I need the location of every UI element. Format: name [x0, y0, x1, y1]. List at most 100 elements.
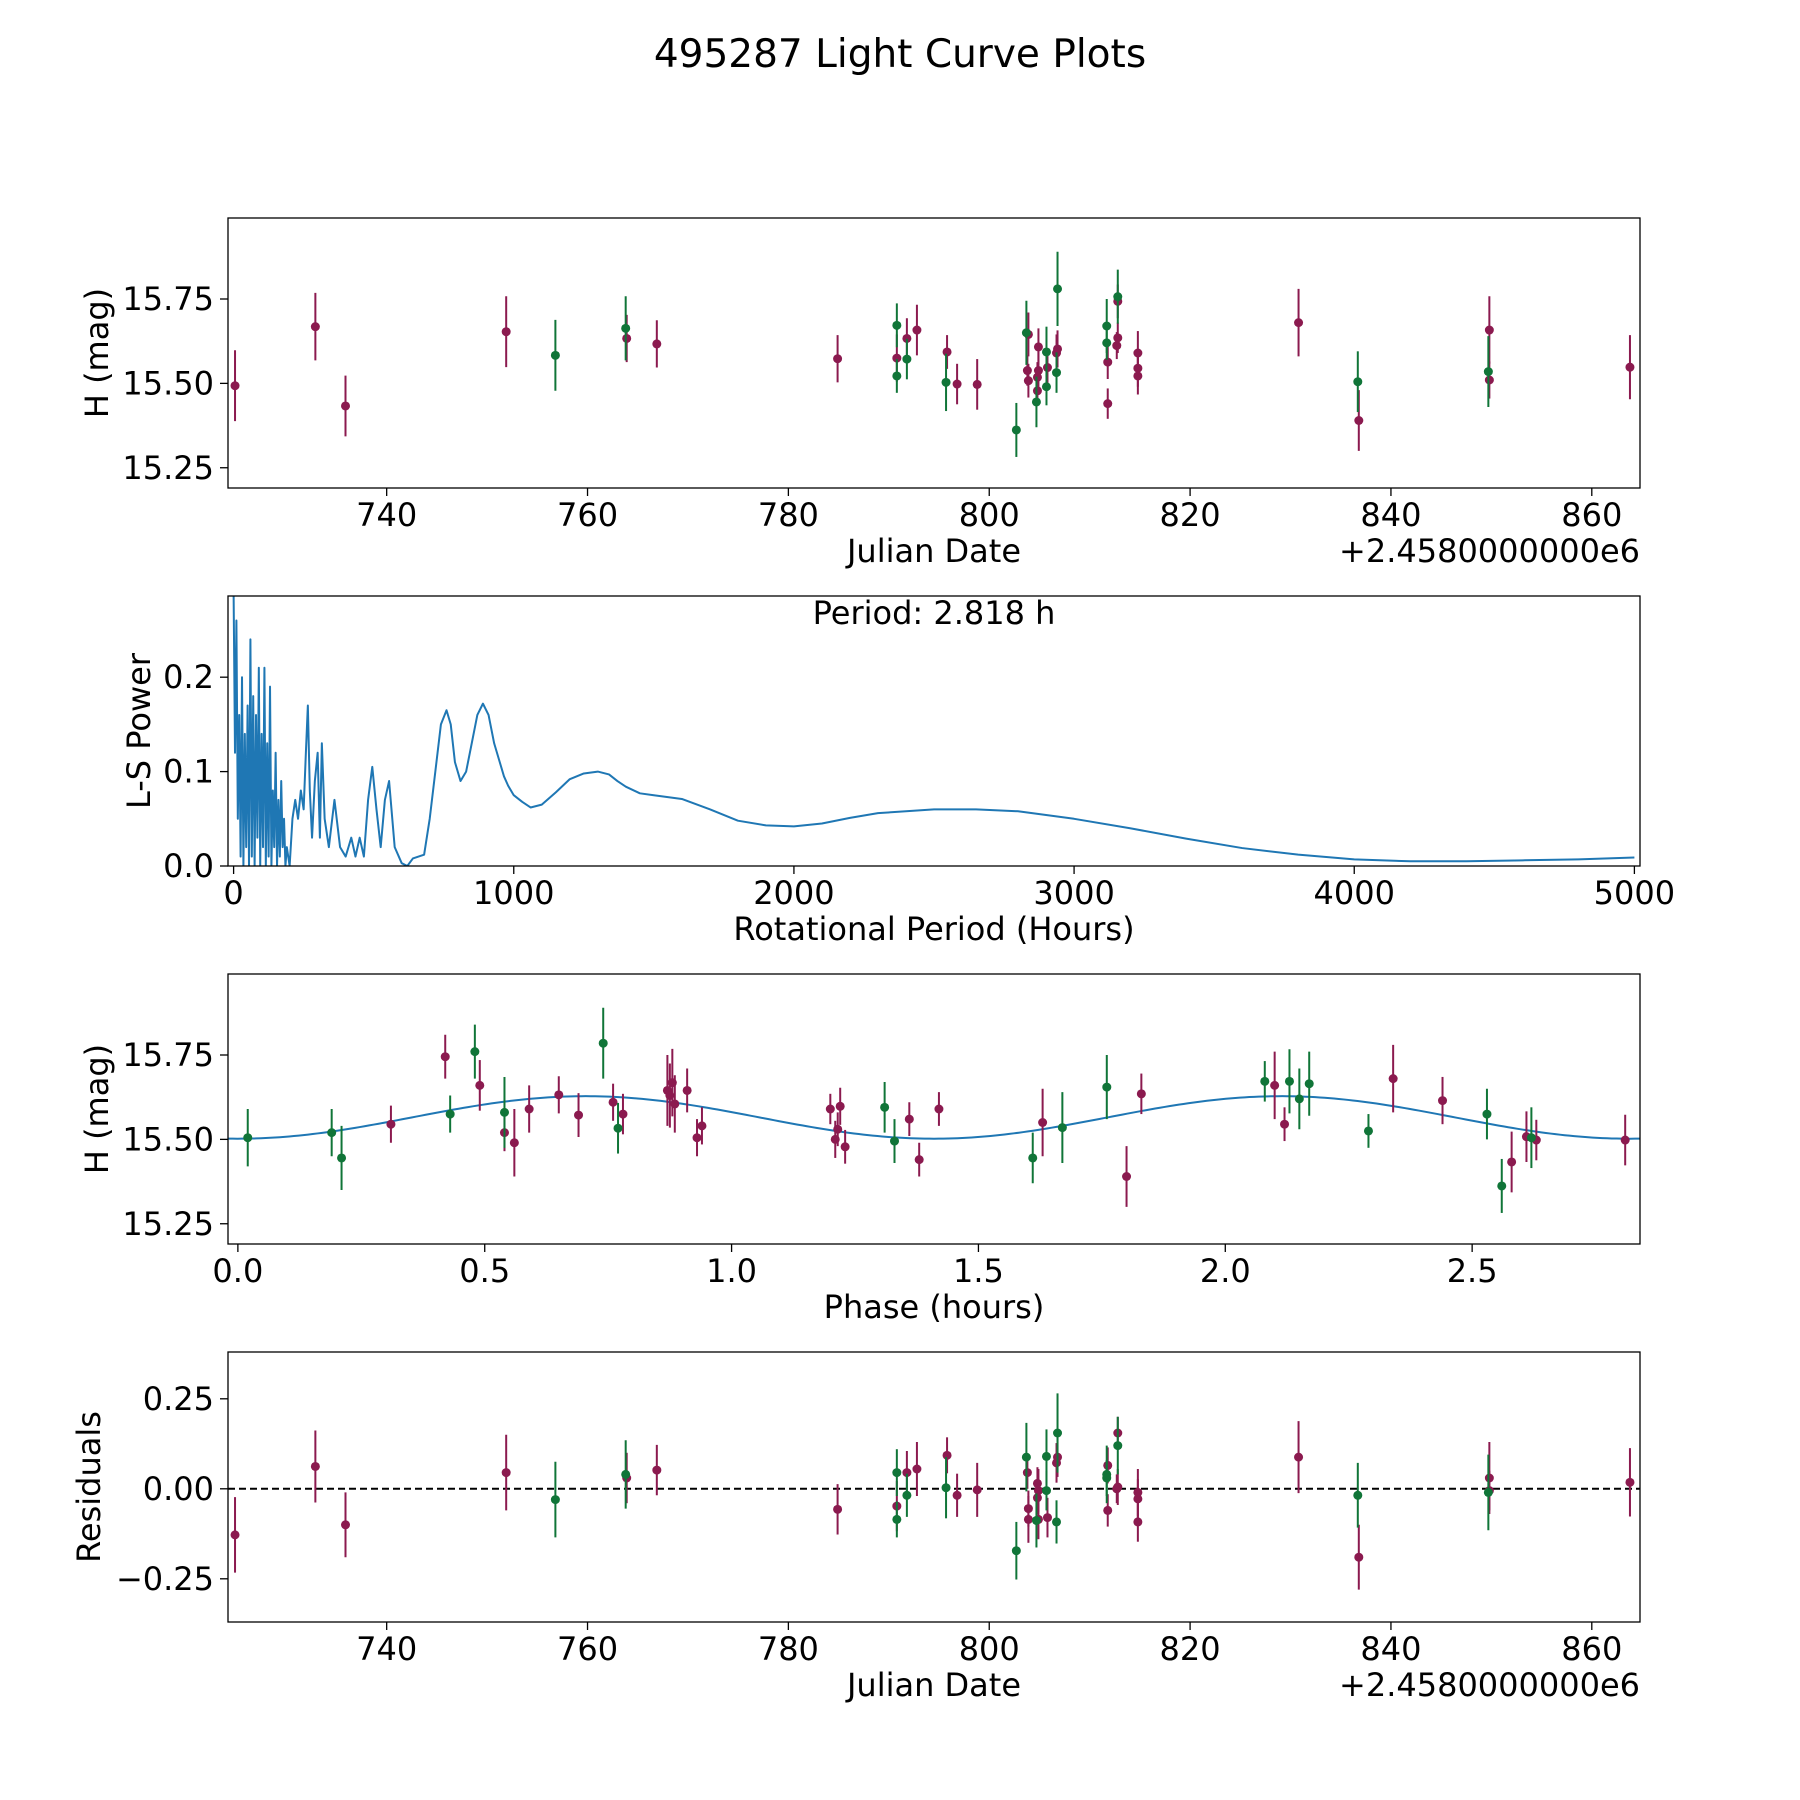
data-point [440, 1052, 450, 1062]
data-point [1133, 348, 1143, 358]
x-tick-label: 740 [356, 496, 417, 534]
data-point [1033, 342, 1043, 352]
plot-area [232, 596, 1635, 866]
data-point [337, 1153, 347, 1163]
data-point [912, 325, 922, 335]
data-point [941, 1483, 951, 1493]
y-tick-label: 15.50 [122, 1120, 214, 1158]
lightcurve-panel: 740 760 780 800 820 840 860 15.25 15.50 15.75 Juli… [78, 217, 1641, 570]
data-point [340, 1520, 350, 1530]
plot-area [230, 251, 1635, 457]
x-tick-label: 3000 [1033, 874, 1114, 912]
data-point [1354, 416, 1364, 425]
data-point [1438, 1096, 1448, 1106]
data-point [1102, 1469, 1112, 1479]
data-point [1133, 1517, 1143, 1527]
data-point [1483, 1487, 1493, 1497]
data-point [1103, 357, 1113, 367]
data-point [972, 379, 982, 389]
axes-frame [227, 973, 1641, 1245]
x-tick-label: 780 [758, 1630, 819, 1668]
x-offset-label: +2.4580000000e6 [1339, 532, 1640, 570]
axes-frame [227, 217, 1641, 489]
axes-frame [227, 1351, 1641, 1623]
data-point [942, 347, 952, 357]
data-point [608, 1097, 618, 1107]
data-point [501, 327, 511, 337]
model-curve [228, 1095, 1640, 1140]
data-point [1041, 382, 1051, 392]
data-point [1354, 1552, 1364, 1562]
data-point [825, 1104, 835, 1114]
data-point [1033, 366, 1043, 376]
data-point [941, 377, 951, 387]
data-point [880, 1102, 890, 1112]
data-point [621, 1469, 631, 1479]
data-point [618, 1109, 628, 1119]
data-point [952, 1490, 962, 1500]
axes-frame [227, 595, 1641, 867]
phase-panel: 0.0 0.5 1.0 1.5 2.0 2.5 15.25 15.50 15.75 Phase (… [78, 973, 1641, 1326]
data-point [1052, 368, 1062, 378]
data-point [972, 1485, 982, 1495]
data-point [697, 1121, 707, 1131]
data-point [1038, 1118, 1048, 1127]
data-point [1270, 1080, 1280, 1090]
data-point [1057, 1123, 1067, 1133]
x-axis-label: Phase (hours) [824, 1288, 1045, 1326]
data-point [1023, 376, 1033, 386]
data-point [554, 1090, 564, 1100]
data-point [1122, 1172, 1132, 1181]
data-point [1113, 1482, 1123, 1492]
data-point [914, 1155, 924, 1165]
data-point [340, 401, 350, 411]
data-point [833, 1124, 843, 1134]
data-point [445, 1109, 455, 1119]
x-tick-label: 2.0 [1200, 1252, 1251, 1290]
data-point [1507, 1157, 1517, 1167]
data-point [1021, 328, 1031, 338]
y-tick-label: −0.25 [116, 1560, 214, 1598]
x-offset-label: +2.4580000000e6 [1339, 1666, 1640, 1704]
y-axis-label: Residuals [70, 1411, 108, 1563]
data-point [835, 1101, 845, 1111]
x-axis-label: Julian Date [845, 532, 1021, 570]
plot-area [228, 1007, 1640, 1213]
data-point [1022, 1468, 1032, 1478]
x-tick-label: 820 [1160, 496, 1221, 534]
data-point [652, 1465, 662, 1475]
data-point [524, 1104, 534, 1114]
data-point [1042, 1513, 1052, 1523]
x-tick-label: 780 [758, 496, 819, 534]
data-point [1053, 1428, 1063, 1438]
data-point [386, 1119, 396, 1129]
data-point [310, 322, 320, 332]
data-point [550, 1495, 560, 1505]
data-point [1011, 425, 1021, 435]
data-point [1041, 1451, 1051, 1461]
data-point [230, 1530, 240, 1540]
data-point [1103, 1460, 1113, 1470]
data-point [598, 1038, 608, 1048]
data-point [621, 323, 631, 333]
y-tick-label: 15.25 [122, 449, 214, 487]
x-tick-label: 800 [959, 1630, 1020, 1668]
y-axis-label: H (mag) [78, 288, 116, 418]
data-point [1388, 1074, 1398, 1084]
data-point [892, 320, 902, 330]
data-point [942, 1450, 952, 1460]
data-point [1363, 1126, 1373, 1136]
data-point [1053, 284, 1063, 294]
data-point [652, 339, 662, 349]
x-tick-label: 840 [1360, 496, 1421, 534]
y-tick-label: 0.25 [143, 1380, 214, 1418]
data-point [1112, 341, 1122, 351]
data-point [1484, 375, 1494, 385]
data-point [892, 1468, 902, 1478]
data-point [1260, 1076, 1270, 1086]
data-point [902, 333, 912, 343]
data-point [890, 1136, 900, 1146]
data-point [1294, 318, 1304, 328]
data-point [470, 1047, 480, 1057]
